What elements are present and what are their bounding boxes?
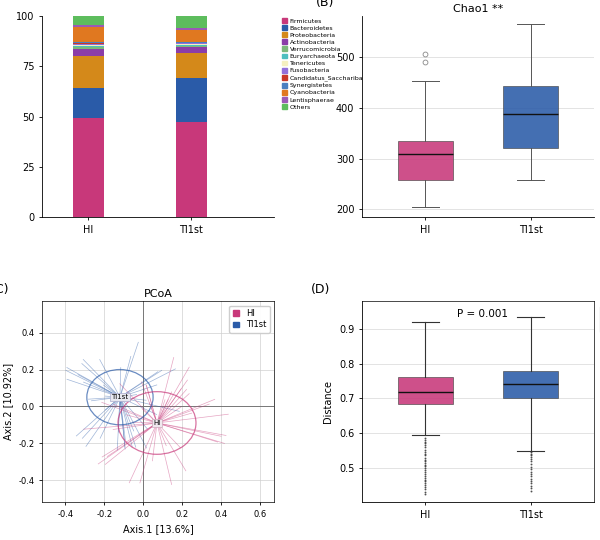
Bar bbox=[73, 56, 104, 89]
PathPatch shape bbox=[503, 372, 558, 399]
Bar bbox=[176, 78, 207, 122]
Bar bbox=[73, 45, 104, 46]
PathPatch shape bbox=[398, 141, 453, 180]
Bar bbox=[73, 42, 104, 43]
Text: TI1st: TI1st bbox=[112, 394, 128, 400]
Text: (D): (D) bbox=[311, 284, 331, 296]
Legend: Firmicutes, Bacteroidetes, Proteobacteria, Actinobacteria, Verrucomicrobia, Eury: Firmicutes, Bacteroidetes, Proteobacteri… bbox=[281, 17, 382, 110]
Bar bbox=[176, 28, 207, 30]
Bar bbox=[73, 16, 104, 25]
Bar bbox=[73, 89, 104, 118]
PathPatch shape bbox=[503, 86, 558, 148]
Bar bbox=[176, 45, 207, 46]
Y-axis label: Axis.2 [10.92%]: Axis.2 [10.92%] bbox=[2, 363, 13, 440]
Text: HI: HI bbox=[154, 420, 161, 426]
Text: (C): (C) bbox=[0, 284, 10, 296]
Bar bbox=[176, 30, 207, 42]
Bar bbox=[73, 49, 104, 56]
Bar bbox=[73, 43, 104, 44]
Bar bbox=[176, 122, 207, 217]
Legend: HI, TI1st: HI, TI1st bbox=[229, 306, 270, 333]
Bar bbox=[73, 47, 104, 49]
Bar bbox=[73, 118, 104, 217]
Bar bbox=[176, 43, 207, 44]
Bar bbox=[73, 46, 104, 47]
Bar bbox=[176, 44, 207, 45]
Y-axis label: Distance: Distance bbox=[323, 380, 334, 423]
Bar bbox=[176, 16, 207, 28]
Bar bbox=[176, 42, 207, 43]
PathPatch shape bbox=[398, 377, 453, 403]
Text: (B): (B) bbox=[316, 0, 334, 9]
X-axis label: Axis.1 [13.6%]: Axis.1 [13.6%] bbox=[122, 524, 193, 535]
Bar bbox=[176, 46, 207, 47]
Title: Chao1 **: Chao1 ** bbox=[453, 4, 503, 14]
Bar bbox=[176, 47, 207, 53]
Title: PCoA: PCoA bbox=[143, 289, 172, 299]
Text: P = 0.001: P = 0.001 bbox=[457, 309, 508, 319]
Bar bbox=[176, 53, 207, 78]
Bar bbox=[73, 27, 104, 42]
Bar bbox=[73, 44, 104, 45]
Bar bbox=[73, 25, 104, 27]
